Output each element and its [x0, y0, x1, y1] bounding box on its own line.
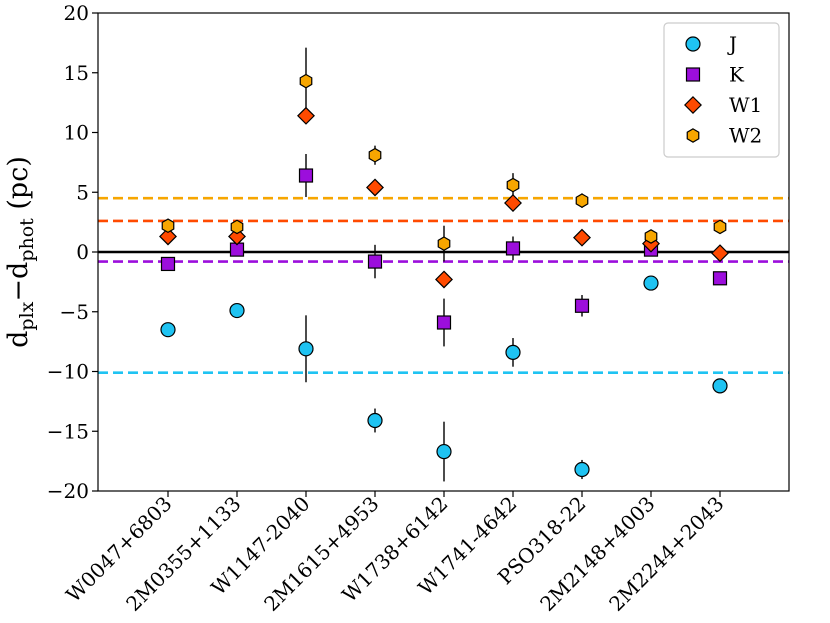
point-w1 [159, 227, 177, 246]
y-tick-label: −15 [47, 419, 89, 443]
legend-marker-k [685, 67, 701, 82]
point-k [574, 298, 590, 313]
point-j [643, 275, 659, 291]
ylabel-base: d [3, 331, 34, 348]
point-k [436, 315, 452, 330]
point-w1 [228, 227, 246, 246]
point-j [574, 461, 590, 478]
ylabel-minus: −d [3, 262, 34, 302]
point-w2 [644, 229, 658, 244]
point-j [436, 443, 452, 460]
legend-label-w2: W2 [729, 124, 762, 148]
legend-label-j: J [727, 32, 737, 56]
error-bars [167, 47, 721, 482]
y-tick-label: 20 [64, 1, 89, 25]
point-k [712, 271, 728, 286]
point-w2 [161, 218, 175, 234]
point-j [712, 378, 728, 394]
ylabel-unit: (pc) [3, 156, 34, 218]
y-tick-label: −20 [47, 479, 89, 503]
legend-marker-w1 [684, 96, 702, 114]
point-w1 [435, 270, 453, 289]
ylabel-sub-plx: plx [16, 301, 38, 330]
point-k [298, 168, 314, 183]
point-k [505, 241, 521, 256]
legend-marker-w2 [686, 128, 700, 143]
data-points [159, 73, 729, 478]
legend-label-k: K [729, 63, 745, 87]
y-tick-label: 15 [64, 61, 89, 85]
legend-label-w1: W1 [729, 93, 762, 117]
point-w2 [230, 219, 244, 235]
point-j [367, 412, 383, 429]
point-w2 [368, 147, 382, 163]
legend-marker-j [685, 36, 701, 52]
point-w1 [297, 106, 315, 125]
ylabel-sub-phot: phot [16, 218, 38, 262]
point-k [367, 254, 383, 269]
point-w1 [366, 178, 384, 197]
point-w2 [437, 236, 451, 251]
y-tick-label: −5 [60, 300, 89, 324]
x-ticks: W0047+68032M0355+1133W1147-20402M1615+49… [61, 491, 729, 616]
y-ticks: −20 −15 −10 −5 0 5 10 15 20 [47, 1, 98, 503]
point-w1 [504, 194, 522, 212]
point-j [298, 341, 314, 357]
y-tick-label: 0 [76, 240, 89, 264]
point-w2 [299, 73, 313, 89]
legend-box [663, 22, 780, 158]
point-w2 [713, 219, 727, 235]
point-k [160, 256, 176, 272]
y-tick-label: −10 [47, 360, 89, 384]
point-j [505, 344, 521, 360]
y-axis-label: dplx−dphot (pc) [3, 156, 38, 348]
y-tick-label: 5 [76, 180, 89, 204]
point-w1 [573, 228, 591, 247]
y-tick-label: 10 [64, 121, 89, 145]
point-w2 [575, 193, 589, 208]
point-w1 [711, 244, 729, 263]
point-j [229, 302, 245, 319]
legend: JK W1 W2 [663, 22, 780, 158]
point-w2 [506, 177, 520, 193]
point-j [160, 322, 176, 338]
